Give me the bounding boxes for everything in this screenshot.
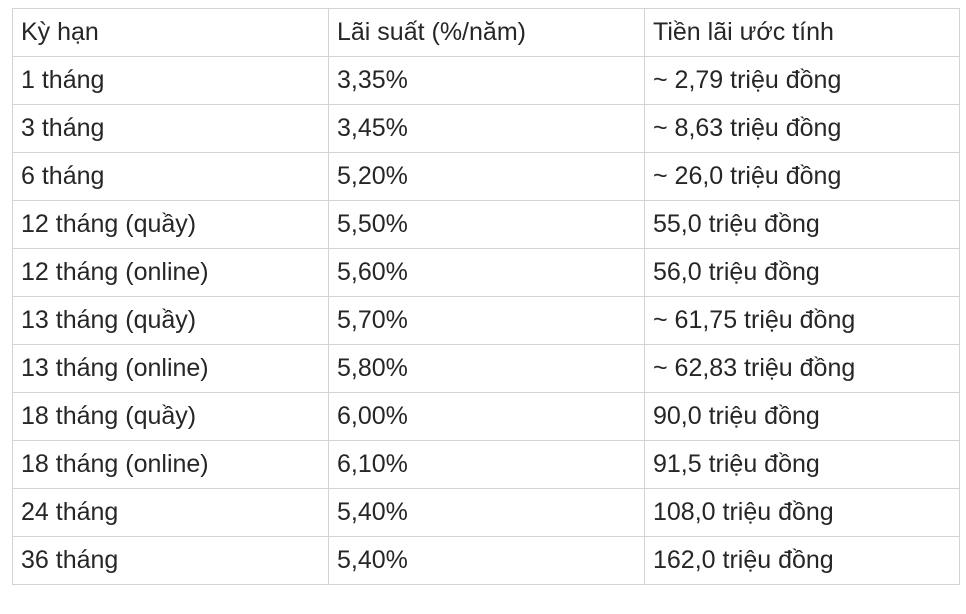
table-row: 12 tháng (online) 5,60% 56,0 triệu đồng (12, 248, 960, 297)
cell-rate: 6,10% (328, 440, 645, 489)
cell-term: 13 tháng (online) (12, 344, 329, 393)
cell-estimated-interest: 162,0 triệu đồng (644, 536, 960, 585)
cell-rate: 5,80% (328, 344, 645, 393)
cell-term: 18 tháng (online) (12, 440, 329, 489)
cell-rate: 5,40% (328, 488, 645, 537)
table-row: 36 tháng 5,40% 162,0 triệu đồng (12, 536, 960, 585)
cell-rate: 5,40% (328, 536, 645, 585)
cell-term: 18 tháng (quầy) (12, 392, 329, 441)
cell-rate: 3,45% (328, 104, 645, 153)
table-row: 18 tháng (quầy) 6,00% 90,0 triệu đồng (12, 392, 960, 441)
cell-estimated-interest: 55,0 triệu đồng (644, 200, 960, 249)
cell-term: 13 tháng (quầy) (12, 296, 329, 345)
table-row: 24 tháng 5,40% 108,0 triệu đồng (12, 488, 960, 537)
cell-estimated-interest: ~ 2,79 triệu đồng (644, 56, 960, 105)
table-header-row: Kỳ hạn Lãi suất (%/năm) Tiền lãi ước tín… (12, 8, 960, 57)
table-row: 18 tháng (online) 6,10% 91,5 triệu đồng (12, 440, 960, 489)
table-row: 13 tháng (quầy) 5,70% ~ 61,75 triệu đồng (12, 296, 960, 345)
header-estimated-interest: Tiền lãi ước tính (644, 8, 960, 57)
cell-rate: 5,50% (328, 200, 645, 249)
cell-rate: 3,35% (328, 56, 645, 105)
cell-estimated-interest: 91,5 triệu đồng (644, 440, 960, 489)
cell-term: 6 tháng (12, 152, 329, 201)
header-term: Kỳ hạn (12, 8, 329, 57)
cell-term: 12 tháng (online) (12, 248, 329, 297)
cell-estimated-interest: 90,0 triệu đồng (644, 392, 960, 441)
header-rate: Lãi suất (%/năm) (328, 8, 645, 57)
cell-term: 24 tháng (12, 488, 329, 537)
cell-estimated-interest: ~ 8,63 triệu đồng (644, 104, 960, 153)
cell-term: 1 tháng (12, 56, 329, 105)
table-row: 6 tháng 5,20% ~ 26,0 triệu đồng (12, 152, 960, 201)
cell-term: 3 tháng (12, 104, 329, 153)
cell-rate: 5,20% (328, 152, 645, 201)
cell-estimated-interest: 56,0 triệu đồng (644, 248, 960, 297)
cell-term: 36 tháng (12, 536, 329, 585)
table-row: 3 tháng 3,45% ~ 8,63 triệu đồng (12, 104, 960, 153)
cell-rate: 6,00% (328, 392, 645, 441)
cell-estimated-interest: 108,0 triệu đồng (644, 488, 960, 537)
cell-term: 12 tháng (quầy) (12, 200, 329, 249)
table-row: 1 tháng 3,35% ~ 2,79 triệu đồng (12, 56, 960, 105)
cell-rate: 5,60% (328, 248, 645, 297)
interest-rate-table-container: Kỳ hạn Lãi suất (%/năm) Tiền lãi ước tín… (12, 8, 960, 585)
cell-rate: 5,70% (328, 296, 645, 345)
cell-estimated-interest: ~ 26,0 triệu đồng (644, 152, 960, 201)
cell-estimated-interest: ~ 62,83 triệu đồng (644, 344, 960, 393)
table-row: 13 tháng (online) 5,80% ~ 62,83 triệu đồ… (12, 344, 960, 393)
table-row: 12 tháng (quầy) 5,50% 55,0 triệu đồng (12, 200, 960, 249)
cell-estimated-interest: ~ 61,75 triệu đồng (644, 296, 960, 345)
interest-rate-table: Kỳ hạn Lãi suất (%/năm) Tiền lãi ước tín… (12, 8, 960, 585)
